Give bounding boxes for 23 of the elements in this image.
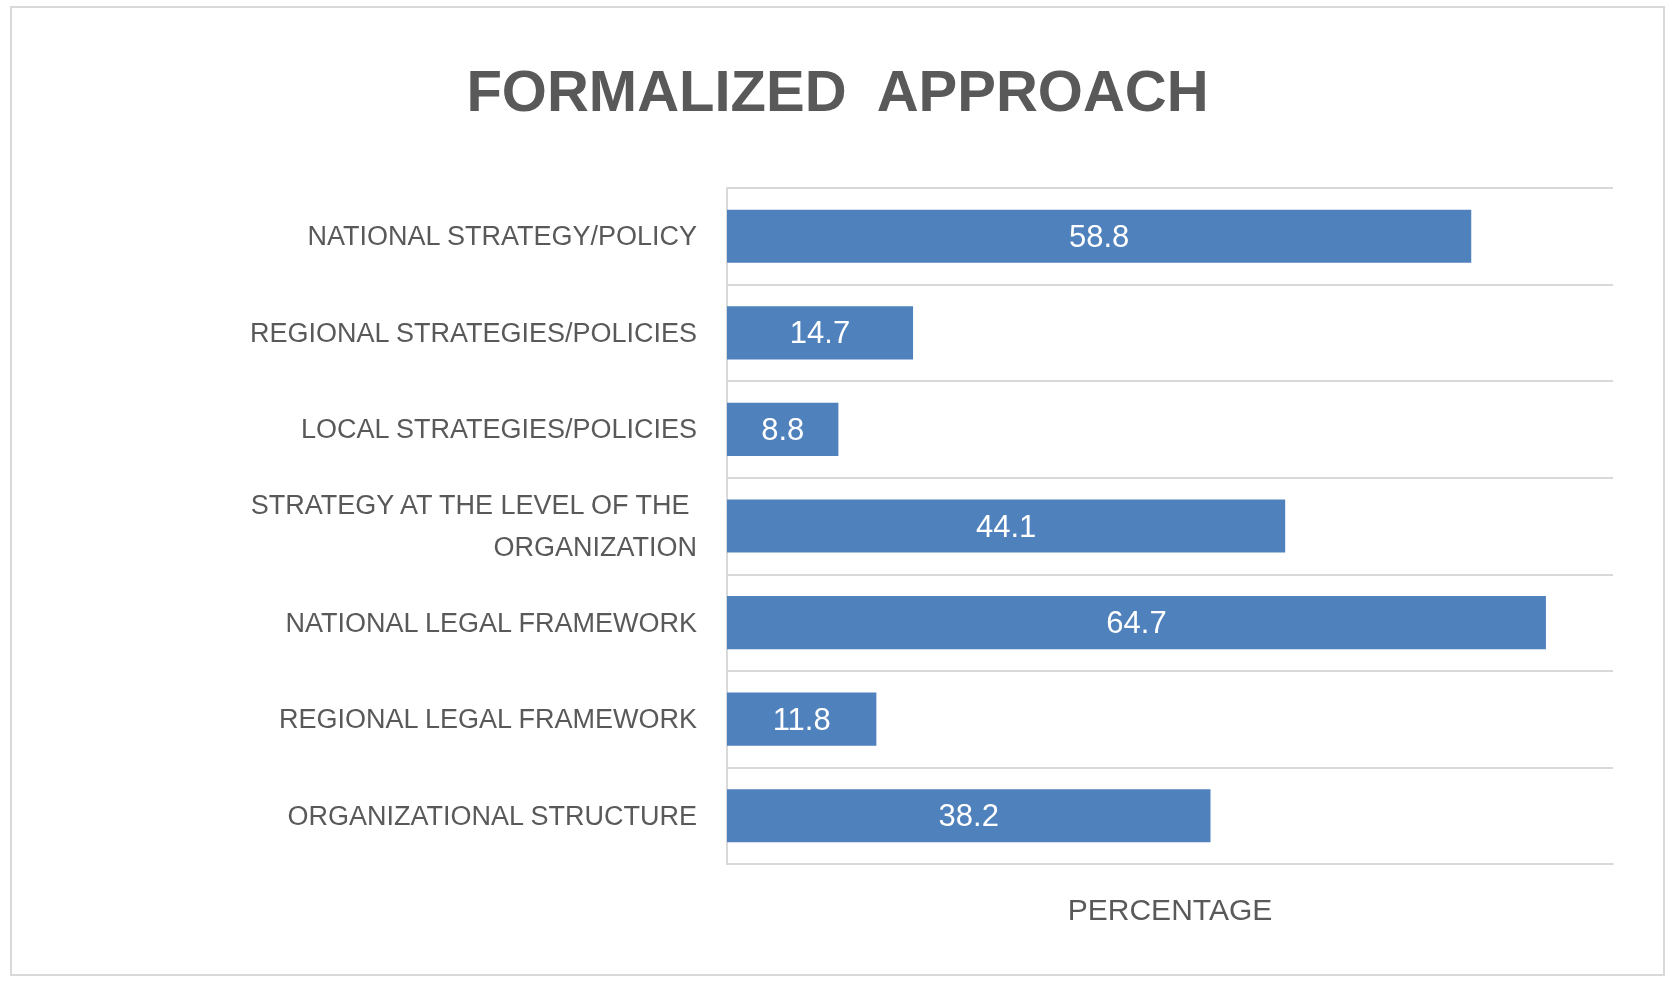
data-label: 64.7 bbox=[1106, 605, 1167, 641]
y-tick-label: NATIONAL STRATEGY/POLICY bbox=[307, 221, 697, 252]
data-label: 44.1 bbox=[975, 508, 1037, 544]
data-label: 8.8 bbox=[761, 411, 805, 447]
y-tick-label: REGIONAL LEGAL FRAMEWORK bbox=[278, 704, 697, 735]
bar bbox=[727, 596, 1546, 650]
x-axis-title: PERCENTAGE bbox=[1067, 892, 1273, 926]
bar bbox=[727, 306, 914, 360]
bar bbox=[727, 209, 1472, 263]
data-label: 14.7 bbox=[789, 315, 851, 351]
data-label: 58.8 bbox=[1068, 218, 1130, 254]
data-label: 38.2 bbox=[938, 798, 999, 834]
chart-title: FORMALIZED APPROACH bbox=[466, 57, 1209, 123]
bar bbox=[727, 499, 1286, 553]
bar bbox=[727, 692, 877, 746]
y-tick-label: ORGANIZATIONAL STRUCTURE bbox=[287, 800, 697, 831]
bar bbox=[727, 789, 1211, 843]
y-tick-label: STRATEGY AT THE LEVEL OF THE ORGANIZATION bbox=[250, 490, 697, 562]
y-tick-label: REGIONAL STRATEGIES/POLICIES bbox=[249, 317, 697, 348]
bar bbox=[727, 402, 839, 456]
data-label: 11.8 bbox=[772, 701, 831, 737]
y-tick-label: NATIONAL LEGAL FRAMEWORK bbox=[285, 607, 697, 638]
y-tick-label: LOCAL STRATEGIES/POLICIES bbox=[300, 414, 697, 445]
